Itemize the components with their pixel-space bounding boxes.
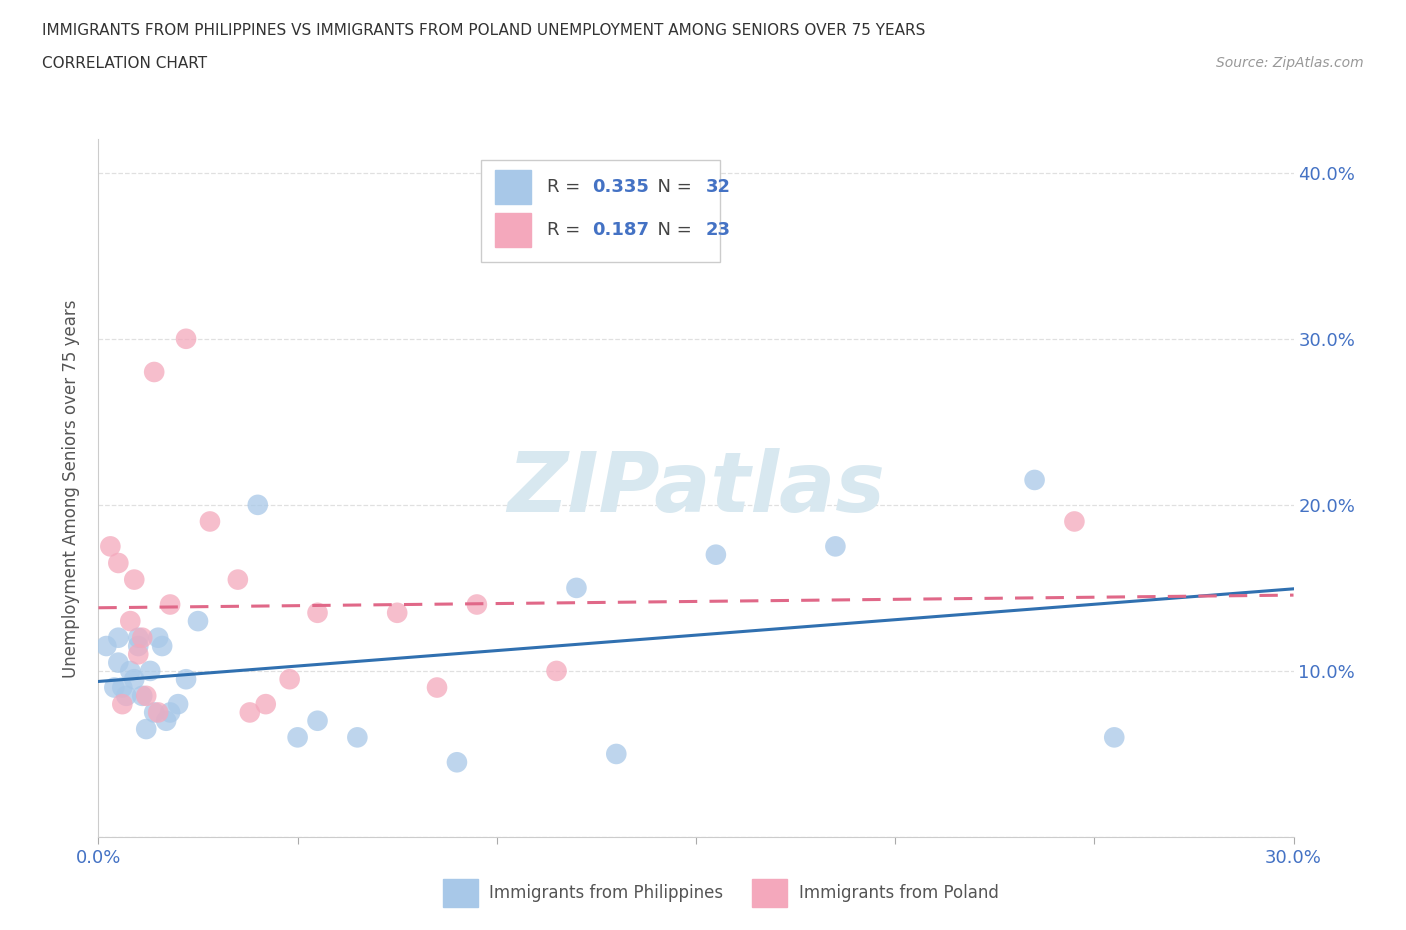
Bar	[495, 170, 531, 204]
Point	[139, 663, 162, 678]
Point	[546, 663, 568, 678]
Point	[1063, 514, 1085, 529]
Point	[174, 671, 197, 686]
Point	[135, 722, 157, 737]
Point	[135, 688, 157, 703]
Point	[115, 688, 138, 703]
Point	[148, 705, 170, 720]
Text: CORRELATION CHART: CORRELATION CHART	[42, 56, 207, 71]
Bar	[495, 214, 531, 247]
Point	[107, 656, 129, 671]
Point	[143, 365, 166, 379]
Point	[124, 572, 146, 587]
Point	[148, 631, 170, 645]
Point	[107, 555, 129, 570]
Point	[127, 647, 149, 662]
Point	[198, 514, 221, 529]
Point	[127, 631, 149, 645]
Text: N =: N =	[645, 221, 697, 239]
Point	[254, 697, 277, 711]
Point	[131, 631, 153, 645]
Point	[307, 605, 329, 620]
Text: Immigrants from Poland: Immigrants from Poland	[799, 884, 998, 902]
Point	[824, 539, 846, 554]
Point	[150, 639, 173, 654]
Text: 0.335: 0.335	[592, 178, 650, 196]
Point	[465, 597, 488, 612]
Point	[246, 498, 269, 512]
Point	[426, 680, 449, 695]
Point	[100, 539, 122, 554]
Point	[307, 713, 329, 728]
Point	[226, 572, 249, 587]
Point	[111, 697, 134, 711]
Point	[120, 663, 142, 678]
Point	[239, 705, 262, 720]
Y-axis label: Unemployment Among Seniors over 75 years: Unemployment Among Seniors over 75 years	[62, 299, 80, 677]
Point	[120, 614, 142, 629]
Point	[704, 547, 727, 562]
Point	[131, 688, 153, 703]
Point	[159, 597, 181, 612]
Point	[346, 730, 368, 745]
Point	[111, 680, 134, 695]
Point	[174, 331, 197, 346]
Point	[155, 713, 177, 728]
Point	[278, 671, 301, 686]
Point	[159, 705, 181, 720]
Text: 0.187: 0.187	[592, 221, 650, 239]
Point	[446, 755, 468, 770]
Text: R =: R =	[547, 178, 585, 196]
Point	[107, 631, 129, 645]
Point	[124, 671, 146, 686]
Point	[1102, 730, 1125, 745]
Point	[385, 605, 409, 620]
Point	[103, 680, 125, 695]
Text: ZIPatlas: ZIPatlas	[508, 447, 884, 529]
Point	[605, 747, 627, 762]
FancyBboxPatch shape	[481, 161, 720, 261]
Text: 32: 32	[706, 178, 731, 196]
Point	[127, 639, 149, 654]
Text: N =: N =	[645, 178, 697, 196]
Text: IMMIGRANTS FROM PHILIPPINES VS IMMIGRANTS FROM POLAND UNEMPLOYMENT AMONG SENIORS: IMMIGRANTS FROM PHILIPPINES VS IMMIGRANT…	[42, 23, 925, 38]
Point	[1024, 472, 1046, 487]
Text: Source: ZipAtlas.com: Source: ZipAtlas.com	[1216, 56, 1364, 70]
Point	[96, 639, 118, 654]
Point	[187, 614, 209, 629]
Point	[167, 697, 190, 711]
Text: 23: 23	[706, 221, 731, 239]
Point	[565, 580, 588, 595]
Point	[143, 705, 166, 720]
Point	[287, 730, 309, 745]
Text: R =: R =	[547, 221, 585, 239]
Text: Immigrants from Philippines: Immigrants from Philippines	[489, 884, 724, 902]
